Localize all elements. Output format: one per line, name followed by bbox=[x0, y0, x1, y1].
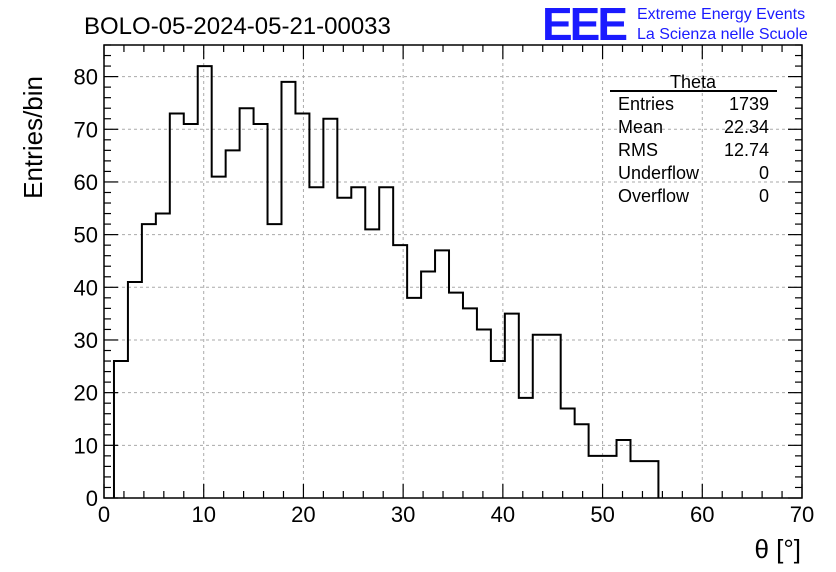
histogram-bin bbox=[226, 150, 240, 498]
histogram-bin bbox=[477, 329, 491, 498]
x-tick-label: 20 bbox=[291, 502, 315, 527]
histogram-bin bbox=[449, 293, 463, 498]
histogram-bin bbox=[519, 398, 533, 498]
plot-border bbox=[103, 44, 803, 499]
stats-title: Theta bbox=[670, 72, 717, 92]
histogram-bin bbox=[463, 308, 477, 498]
axis-ticks bbox=[103, 44, 803, 499]
stats-row-value: 1739 bbox=[729, 94, 769, 114]
histogram-bin bbox=[268, 224, 282, 498]
y-tick-label: 70 bbox=[74, 117, 98, 142]
y-tick-label: 30 bbox=[74, 328, 98, 353]
histogram-bin bbox=[533, 335, 547, 498]
histogram-outline bbox=[112, 65, 660, 498]
histogram-bin bbox=[351, 187, 365, 498]
stats-rows: Entries 1739 Mean 22.34 RMS 12.74 Underflow 0 Ov… bbox=[618, 94, 769, 206]
histogram-bin bbox=[240, 108, 254, 498]
y-tick-label: 40 bbox=[74, 275, 98, 300]
y-tick-label: 60 bbox=[74, 170, 98, 195]
y-tick-label: 0 bbox=[86, 486, 98, 511]
x-tick-label: 0 bbox=[98, 502, 110, 527]
x-tick-label: 50 bbox=[590, 502, 614, 527]
histogram-bin bbox=[156, 214, 170, 498]
y-tick-label: 10 bbox=[74, 433, 98, 458]
histogram-bars bbox=[112, 65, 660, 499]
stats-row-label: Overflow bbox=[618, 186, 690, 206]
x-tick-label: 60 bbox=[690, 502, 714, 527]
y-tick-label: 20 bbox=[74, 381, 98, 406]
histogram-bin bbox=[337, 198, 351, 498]
histogram-bin bbox=[295, 113, 309, 498]
x-tick-label: 30 bbox=[391, 502, 415, 527]
eee-logo: EEE bbox=[542, 0, 626, 50]
y-tick-label: 50 bbox=[74, 223, 98, 248]
histogram-bin bbox=[617, 440, 631, 498]
histogram-bin bbox=[644, 461, 658, 498]
stats-row-label: Underflow bbox=[618, 163, 700, 183]
brand-line-1: Extreme Energy Events bbox=[637, 6, 805, 23]
histogram-bin bbox=[547, 335, 561, 498]
x-axis-label: θ [°] bbox=[754, 534, 801, 564]
histogram-bin bbox=[170, 113, 184, 498]
histogram-bin bbox=[142, 224, 156, 498]
histogram-bin bbox=[603, 456, 617, 498]
y-axis-label: Entries/bin bbox=[18, 76, 48, 199]
histogram-bin bbox=[128, 282, 142, 498]
histogram-bin bbox=[254, 124, 268, 498]
histogram-bin bbox=[365, 229, 379, 498]
stats-row-value: 0 bbox=[759, 163, 769, 183]
stats-row-value: 22.34 bbox=[724, 117, 769, 137]
x-tick-label: 40 bbox=[491, 502, 515, 527]
histogram-bin bbox=[379, 187, 393, 498]
histogram-bin bbox=[323, 119, 337, 498]
axis-tick-labels: 0 10 20 30 40 50 60 70 0 10 20 30 40 50 60 70 80 bbox=[74, 65, 815, 527]
stats-row-label: RMS bbox=[618, 140, 658, 160]
stats-box: Theta Entries 1739 Mean 22.34 RMS 12.74 Underf… bbox=[610, 72, 777, 206]
histogram-bin bbox=[198, 66, 212, 498]
x-tick-label: 10 bbox=[191, 502, 215, 527]
histogram-bin bbox=[114, 361, 128, 498]
stats-row-label: Entries bbox=[618, 94, 674, 114]
histogram-bin bbox=[184, 124, 198, 498]
histogram-bin bbox=[505, 314, 519, 498]
chart-title: BOLO-05-2024-05-21-00033 bbox=[84, 13, 391, 40]
histogram-bin bbox=[407, 298, 421, 498]
grid-lines bbox=[104, 45, 802, 498]
stats-row-value: 12.74 bbox=[724, 140, 769, 160]
histogram-bin bbox=[421, 272, 435, 499]
histogram-bin bbox=[589, 456, 603, 498]
stats-row-label: Mean bbox=[618, 117, 663, 137]
histogram-bin bbox=[281, 82, 295, 498]
histogram-bin bbox=[575, 424, 589, 498]
plot-frame bbox=[103, 44, 803, 499]
x-tick-label: 70 bbox=[790, 502, 814, 527]
histogram-bin bbox=[309, 187, 323, 498]
histogram-bin bbox=[393, 245, 407, 498]
histogram-bin bbox=[561, 408, 575, 498]
stats-row-value: 0 bbox=[759, 186, 769, 206]
histogram-bin bbox=[212, 177, 226, 498]
brand-line-2: La Scienza nelle Scuole bbox=[637, 26, 808, 43]
y-tick-label: 80 bbox=[74, 65, 98, 90]
